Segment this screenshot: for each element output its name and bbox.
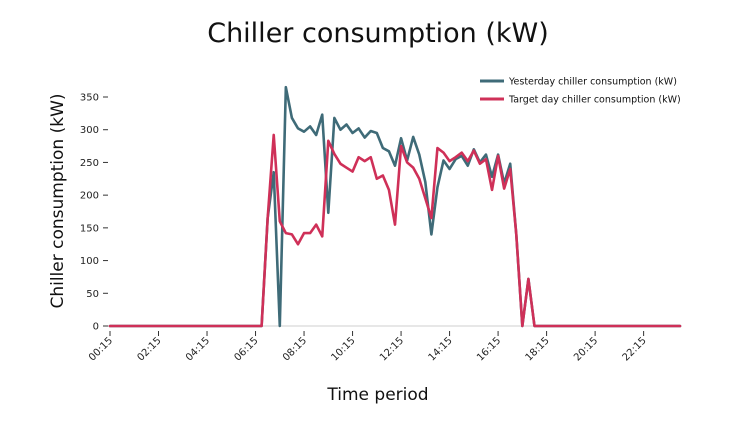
x-tick-label: 10:15 bbox=[330, 335, 358, 363]
series-line-target-day bbox=[108, 133, 682, 328]
x-tick-label: 22:15 bbox=[621, 335, 649, 363]
x-tick-label: 00:15 bbox=[87, 335, 115, 363]
x-tick-label: 12:15 bbox=[378, 335, 406, 363]
legend-label: Yesterday chiller consumption (kW) bbox=[508, 77, 677, 88]
y-tick-label: 350 bbox=[80, 93, 99, 104]
x-tick-label: 02:15 bbox=[135, 335, 163, 363]
y-tick-label: 300 bbox=[80, 125, 99, 136]
series-line-yesterday bbox=[108, 85, 682, 328]
legend: Yesterday chiller consumption (kW) Target… bbox=[480, 77, 681, 106]
x-tick-label: 16:15 bbox=[475, 335, 503, 363]
x-tick-label: 14:15 bbox=[427, 335, 455, 363]
y-tick-label: 150 bbox=[80, 223, 99, 234]
x-tick-label: 18:15 bbox=[524, 335, 552, 363]
x-axis-label: Time period bbox=[326, 385, 428, 405]
x-tick-label: 04:15 bbox=[184, 335, 212, 363]
series-lines bbox=[108, 85, 682, 328]
y-tick-label: 250 bbox=[80, 158, 99, 169]
y-tick-label: 200 bbox=[80, 191, 99, 202]
y-axis-ticks: 0 50 100 150 200 250 300 350 bbox=[80, 93, 108, 333]
y-tick-label: 100 bbox=[80, 256, 99, 267]
x-tick-label: 08:15 bbox=[281, 335, 309, 363]
legend-label: Target day chiller consumption (kW) bbox=[508, 95, 681, 106]
y-tick-label: 0 bbox=[93, 322, 99, 333]
x-tick-label: 06:15 bbox=[232, 335, 260, 363]
x-tick-label: 20:15 bbox=[572, 335, 600, 363]
chart-title: Chiller consumption (kW) bbox=[207, 18, 549, 49]
y-tick-label: 50 bbox=[86, 289, 99, 300]
y-axis-label: Chiller consumption (kW) bbox=[48, 93, 68, 308]
x-axis-ticks: 00:15 02:15 04:15 06:15 08:15 10:15 12:15 14:15… bbox=[87, 331, 649, 364]
